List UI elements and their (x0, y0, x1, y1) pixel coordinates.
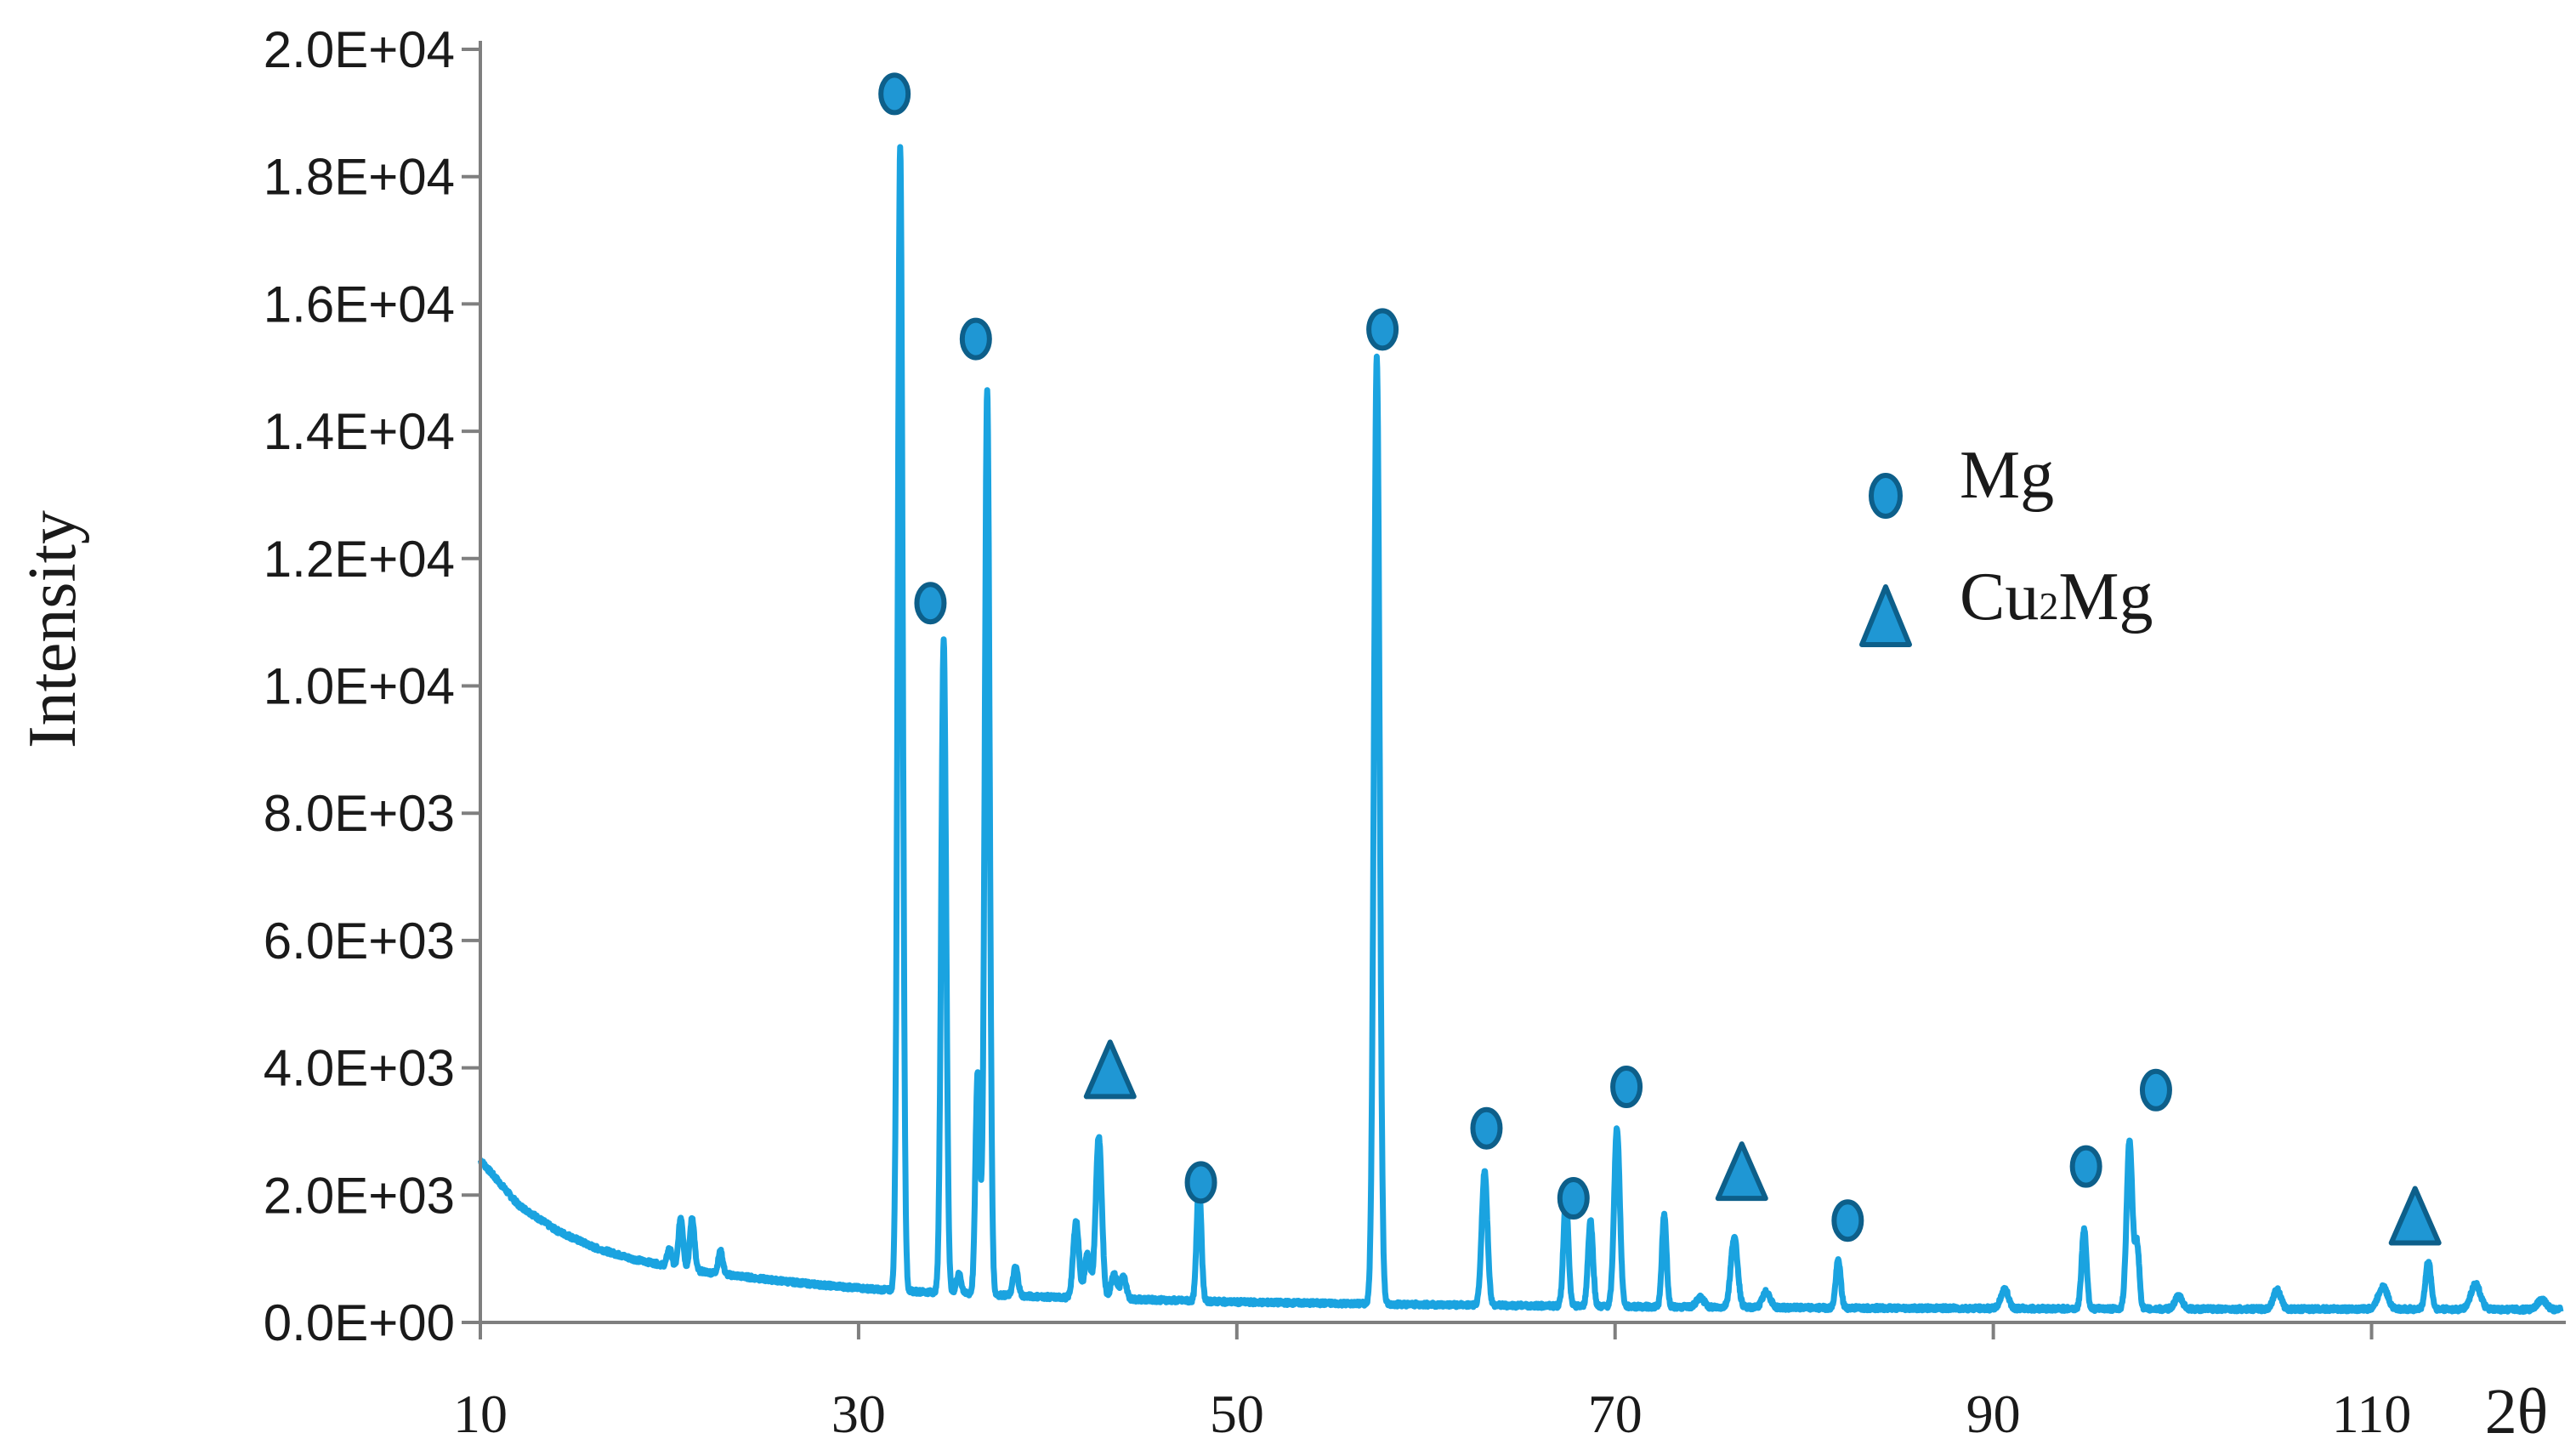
cu2mg-peak-marker (2388, 1186, 2442, 1246)
y-tick-label: 1.6E+04 (264, 276, 455, 333)
y-tick-label: 4.0E+03 (264, 1040, 455, 1097)
xrd-series-line (477, 144, 2564, 1315)
y-tick-label: 2.0E+04 (264, 21, 455, 78)
cu2mg-peak-marker (1083, 1039, 1137, 1100)
y-tick-label: 0.0E+00 (264, 1294, 455, 1351)
legend-mg-label: Mg (1960, 438, 2054, 513)
x-tick-label: 30 (831, 1384, 886, 1444)
x-tick-label: 50 (1210, 1384, 1264, 1444)
mg-peak-marker (1470, 1106, 1503, 1150)
x-tick-label: 110 (2332, 1384, 2412, 1444)
x-tick-label: 70 (1588, 1384, 1643, 1444)
y-tick-label: 6.0E+03 (264, 913, 455, 970)
mg-peak-marker (878, 72, 911, 116)
legend-cu2mg-marker (1859, 584, 1912, 647)
y-tick-label: 1.4E+04 (264, 403, 455, 460)
legend-cu2mg-label: Cu2Mg (1960, 560, 2153, 634)
mg-peak-marker (914, 582, 947, 625)
y-tick-label: 1.2E+04 (264, 531, 455, 588)
mg-peak-marker (1831, 1199, 1864, 1242)
plot-area (477, 72, 2564, 1315)
legend: Mg Cu2Mg (1859, 438, 2153, 647)
x-tick-label: 90 (1966, 1384, 2021, 1444)
y-tick-label: 1.8E+04 (264, 149, 455, 206)
y-tick-label: 1.0E+04 (264, 658, 455, 715)
y-tick-label: 2.0E+03 (264, 1167, 455, 1224)
mg-peak-marker (959, 317, 992, 361)
mg-peak-marker (2069, 1145, 2102, 1188)
y-tick-label: 8.0E+03 (264, 785, 455, 842)
y-axis-label: Intensity (15, 510, 90, 748)
cu2mg-peak-marker (1715, 1141, 1768, 1202)
mg-peak-marker (1557, 1177, 1590, 1220)
legend-mg-marker (1869, 473, 1903, 519)
mg-peak-marker (1610, 1066, 1643, 1109)
mg-peak-marker (1184, 1161, 1217, 1204)
mg-peak-marker (2139, 1068, 2172, 1112)
mg-peak-marker (1366, 308, 1399, 351)
axes: 0.0E+00 2.0E+03 4.0E+03 6.0E+03 8.0E+03 1.0E+… (264, 21, 2566, 1444)
x-axis-label: 2θ (2485, 1376, 2548, 1447)
x-tick-label: 10 (453, 1384, 508, 1444)
